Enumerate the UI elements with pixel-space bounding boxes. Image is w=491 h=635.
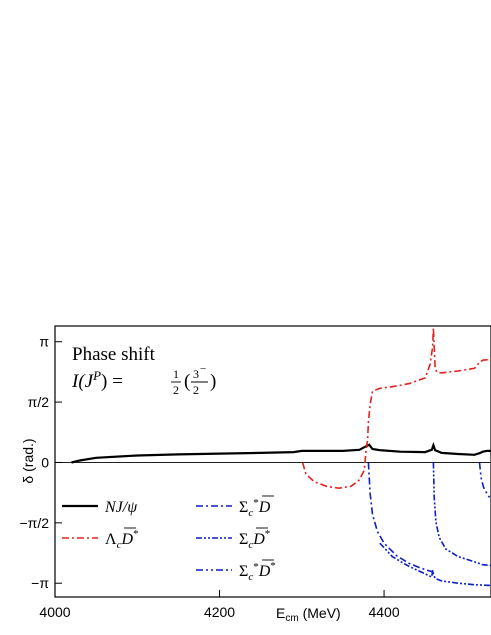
y-axis-label: δ (rad.) <box>20 438 36 483</box>
legend-entry-sigma-c-star-dbar: Σc*D <box>196 495 274 519</box>
svg-text:ΛcD*: ΛcD* <box>105 528 139 551</box>
legend: NJ/ψ ΛcD* Σc*D ΣcD* Σc*D* <box>62 495 276 583</box>
annotation-frac1-den: 2 <box>173 383 179 397</box>
y-tick-label-0: π <box>39 334 49 350</box>
series-layer <box>71 327 491 587</box>
y-tick-label-4: −π <box>31 575 49 591</box>
annotation-isospin-prefix: I(J <box>71 371 95 392</box>
svg-text:NJ/ψ: NJ/ψ <box>104 499 138 516</box>
x-tick-label-1: 4200 <box>204 604 235 620</box>
y-tick-label-3: −π/2 <box>19 515 49 531</box>
legend-entry-sigma-c-star-dbar-star: Σc*D* <box>196 559 276 583</box>
annotation-parity-sup: P <box>92 368 101 383</box>
x-axis-label: Ecm (MeV) <box>276 605 341 624</box>
y-tick-label-1: π/2 <box>28 394 50 410</box>
tick-layer: 4000 4200 4400 π π/2 0 −π/2 −π <box>19 334 399 620</box>
series-line-2 <box>367 462 434 573</box>
svg-text:(: ( <box>184 371 190 392</box>
series-line-5 <box>379 542 491 587</box>
svg-text:Σc*D: Σc*D <box>239 497 271 519</box>
annotation-title: Phase shift <box>72 344 156 365</box>
legend-entry-nj-psi: NJ/ψ <box>62 499 138 516</box>
x-tick-label-2: 4400 <box>368 604 399 620</box>
series-line-0 <box>71 441 491 464</box>
plot-area-frame <box>54 325 491 598</box>
y-tick-label-2: 0 <box>41 454 49 470</box>
annotation-equals: ) = <box>101 371 123 392</box>
legend-entry-sigma-c-dbar-star: ΣcD* <box>196 527 270 551</box>
series-line-3 <box>432 462 491 567</box>
svg-text:Σc*D*: Σc*D* <box>239 560 276 583</box>
svg-text:ΣcD*: ΣcD* <box>239 528 270 551</box>
svg-text:I(JP) =: I(JP) = <box>71 368 123 392</box>
annotation-quantum-numbers: I(JP) = 1 2 ( 3 − 2 ) <box>71 363 216 397</box>
series-line-1 <box>301 327 491 490</box>
annotation-frac1-num: 1 <box>173 367 179 381</box>
x-tick-label-0: 4000 <box>39 604 70 620</box>
annotation-frac2-num: 3 <box>193 367 199 381</box>
annotation-frac2-sign: − <box>200 363 206 375</box>
series-line-4 <box>478 462 491 500</box>
annotation-frac2-den: 2 <box>193 383 199 397</box>
svg-text:): ) <box>210 371 216 392</box>
legend-entry-lambda-c-dbar-star: ΛcD* <box>62 527 139 551</box>
